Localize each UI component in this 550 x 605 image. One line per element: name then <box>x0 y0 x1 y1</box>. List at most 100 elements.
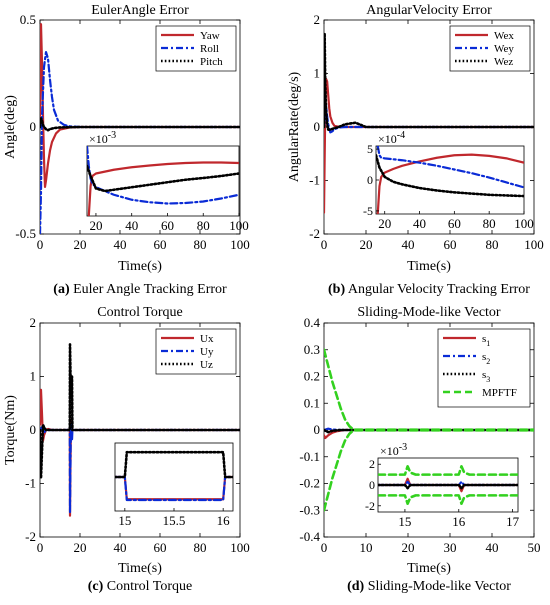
inset-series-group <box>87 146 239 216</box>
legend-label: MPFTF <box>482 387 517 399</box>
x-tick-label: 50 <box>528 540 541 555</box>
caption-a: (a) Euler Angle Tracking Error <box>53 282 227 297</box>
caption-letter: (a) <box>53 282 70 297</box>
inset-series-group <box>115 450 233 502</box>
inset-series-line <box>87 164 239 193</box>
y-tick-label: 2 <box>30 315 37 330</box>
y-tick-label: 0.1 <box>304 395 320 410</box>
x-tick-label: 40 <box>114 540 127 555</box>
x-tick-label: 60 <box>154 237 167 252</box>
inset-x-tick-label: 60 <box>448 216 461 231</box>
x-tick-label: 40 <box>486 540 499 555</box>
series-line-Pitch <box>40 117 240 132</box>
inset-series-line <box>376 153 524 198</box>
y-axis-label: Angle(deg) <box>3 95 18 159</box>
x-tick-label: 60 <box>154 540 167 555</box>
inset-x-tick-label: 80 <box>197 218 210 233</box>
inset-exponent-power: -3 <box>399 442 407 453</box>
legend-label: s1 <box>482 333 490 348</box>
x-tick-label: 20 <box>360 237 373 252</box>
caption-d: (d) Sliding-Mode-like Vector <box>347 579 511 594</box>
inset-x-tick-label: 16 <box>452 514 466 529</box>
y-tick-label: -1 <box>309 173 320 188</box>
inset-series-line <box>376 153 524 214</box>
series-line-bound <box>324 428 534 512</box>
y-tick-label: 0.2 <box>304 369 320 384</box>
y-tick-label: 1 <box>30 369 37 384</box>
legend-label: Wey <box>494 43 514 55</box>
y-axis-label: AngularRate(deg/s) <box>287 71 302 182</box>
legend-d: s1 s2 s3 MPFTF <box>437 328 531 408</box>
legend-box <box>155 25 237 72</box>
x-axis-label: Time(s) <box>118 259 162 274</box>
y-tick-label: 1 <box>314 66 321 81</box>
chart-title-a: EulerAngle Error <box>91 3 189 18</box>
x-tick-label: 0 <box>321 237 328 252</box>
caption-c: (c) Control Torque <box>88 579 193 594</box>
x-tick-label: 80 <box>194 237 207 252</box>
legend-label: Wex <box>494 30 514 42</box>
chart-title-c: Control Torque <box>97 305 182 320</box>
x-axis-label: Time(s) <box>407 259 451 274</box>
chart-title-b: AngularVelocity Error <box>366 3 492 18</box>
inset-series-line <box>378 494 518 505</box>
inset-x-tick-label: 20 <box>378 216 391 231</box>
legend-box <box>449 25 531 72</box>
inset-x-tick-label: 60 <box>161 218 174 233</box>
y-tick-label: -2 <box>309 226 320 241</box>
inset-y-tick-label: 0 <box>367 173 373 187</box>
y-tick-label: 0.5 <box>20 12 36 27</box>
y-tick-label: -0.1 <box>299 449 320 464</box>
y-tick-label: 0 <box>314 119 321 134</box>
caption-text: Control Torque <box>103 579 192 594</box>
inset-x-tick-label: 15 <box>398 514 411 529</box>
legend-label: Uy <box>200 346 214 358</box>
y-axis-label: Torque(Nm) <box>3 395 18 465</box>
inset-a: 20 40 60 80 100×10-3 <box>86 130 249 233</box>
inset-series-line <box>378 483 518 490</box>
y-tick-label: -0.2 <box>299 476 320 491</box>
inset-exponent-power: -3 <box>108 130 116 141</box>
y-tick-label: -2 <box>25 529 36 544</box>
legend-subscript: 1 <box>486 339 490 348</box>
series-line-Wez <box>324 32 534 131</box>
inset-c: 15 15.5 16 <box>114 442 234 528</box>
inset-x-tick-label: 40 <box>125 218 138 233</box>
x-tick-label: 40 <box>114 237 127 252</box>
x-tick-label: 40 <box>402 237 415 252</box>
caption-letter: (b) <box>328 282 345 297</box>
inset-x-tick-label: 100 <box>229 218 249 233</box>
inset-exponent-power: -4 <box>397 130 405 141</box>
legend-label: Yaw <box>200 30 220 42</box>
legend-label: Wez <box>494 56 513 68</box>
inset-y-tick-label: -5 <box>363 204 373 218</box>
caption-text: Angular Velocity Tracking Error <box>345 282 530 297</box>
legend-label: Ux <box>200 333 214 345</box>
x-tick-label: 0 <box>37 237 44 252</box>
x-tick-label: 30 <box>444 540 457 555</box>
x-tick-label: 60 <box>444 237 457 252</box>
x-tick-label: 80 <box>486 237 499 252</box>
inset-frame <box>86 145 240 217</box>
series-group <box>324 32 534 214</box>
caption-letter: (c) <box>88 579 104 594</box>
chart-title-d: Sliding-Mode-like Vector <box>357 305 501 320</box>
legend-subscript: 2 <box>486 357 490 366</box>
legend-box <box>437 328 531 408</box>
legend-box <box>155 328 237 375</box>
panel-c: Control Torque 0 20 40 60 80 100 2 1 0 -1 -2 Time(s)… <box>3 305 250 576</box>
inset-series-group <box>376 146 524 214</box>
x-tick-label: 80 <box>194 540 207 555</box>
y-tick-label: 0 <box>30 422 37 437</box>
legend-label: Pitch <box>200 56 223 68</box>
inset-y-tick-label: 5 <box>367 142 373 156</box>
x-tick-label: 10 <box>360 540 373 555</box>
x-tick-label: 100 <box>230 540 250 555</box>
caption-text: Euler Angle Tracking Error <box>70 282 227 297</box>
inset-x-tick-label: 15 <box>118 513 131 528</box>
